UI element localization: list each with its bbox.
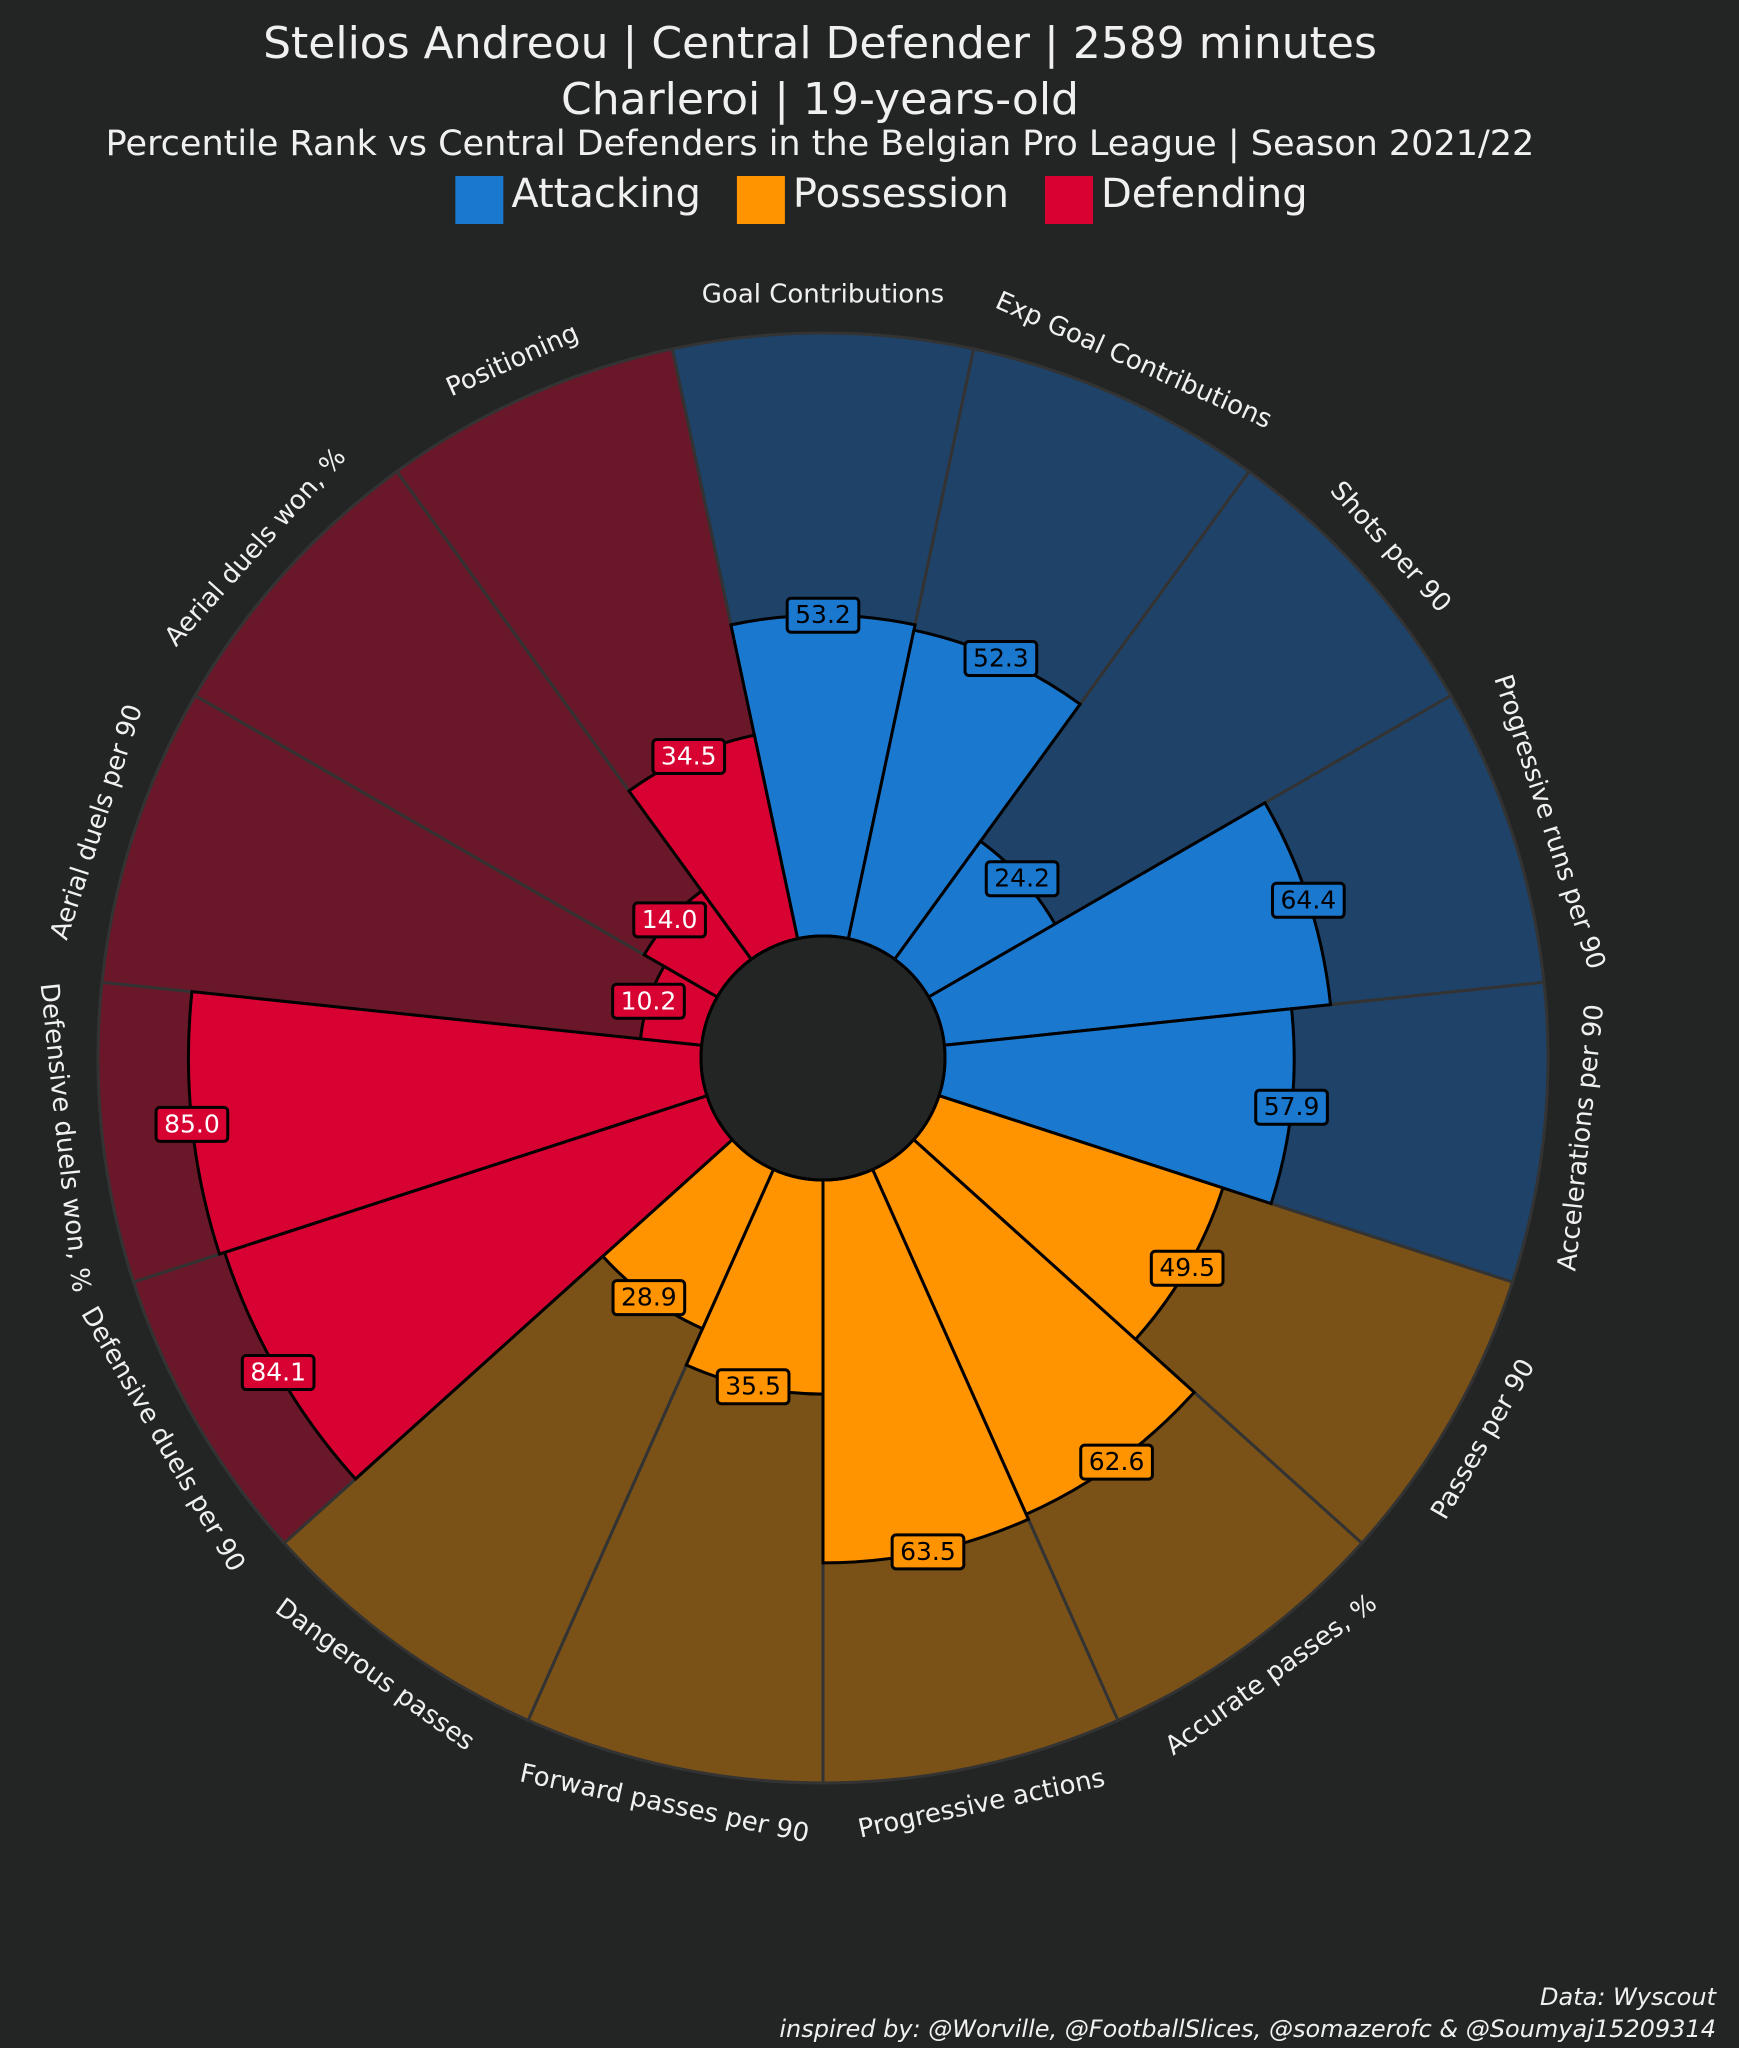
value-label: 24.2 [994,864,1050,893]
legend-label: Possession [793,171,1009,217]
value-label-box [1149,1249,1225,1287]
chart-title: Stelios Andreou | Central Defender | 258… [263,18,1377,69]
chart-title: Charleroi | 19-years-old [561,74,1079,125]
value-label: 53.2 [795,600,851,629]
value-label-box [1079,1443,1154,1481]
value-label: 64.4 [1281,885,1337,914]
value-label: 52.3 [973,643,1029,672]
credits-note: inspired by: @Worville, @FootballSlices,… [779,2015,1716,2043]
legend: Attacking Possession Defending [455,171,1308,224]
value-label: 63.5 [900,1537,956,1566]
value-label-box [890,1533,966,1571]
source-note: Data: Wyscout [1540,1983,1718,2011]
category-label: Goal Contributions [702,280,944,310]
value-label-box [1254,1088,1329,1126]
legend-swatch [1044,176,1093,224]
value-label: 84.1 [250,1358,306,1387]
value-label-box [632,901,707,939]
value-label-box [611,1279,687,1317]
value-label-box [1271,881,1346,919]
legend-swatch [455,176,504,224]
legend-label: Attacking [511,171,701,217]
value-label: 57.9 [1264,1092,1320,1121]
value-label-box [651,737,727,775]
value-wedges [186,613,1333,1565]
value-label-box [715,1368,791,1406]
value-labels: 53.2 52.3 24.2 64.4 57.9 49.5 62.6 63.5 35.5 28.9… [154,596,1346,1571]
value-label: 49.5 [1159,1253,1215,1282]
value-label: 62.6 [1089,1447,1145,1476]
chart-subtitle: Percentile Rank vs Central Defenders in … [106,124,1535,164]
value-label-box [984,860,1060,898]
value-label: 34.5 [661,741,717,770]
value-label-box [785,596,861,634]
value-label: 85.0 [164,1109,220,1138]
value-label: 35.5 [725,1372,781,1401]
value-label: 28.9 [621,1283,677,1312]
value-label-box [611,982,686,1020]
value-label-box [240,1354,316,1392]
value-label: 10.2 [621,986,677,1015]
value-label-box [963,639,1039,677]
center-circle [699,934,947,1182]
legend-swatch [736,176,785,224]
value-label-box [154,1105,230,1143]
value-label: 14.0 [642,905,698,934]
legend-label: Defending [1101,171,1308,217]
